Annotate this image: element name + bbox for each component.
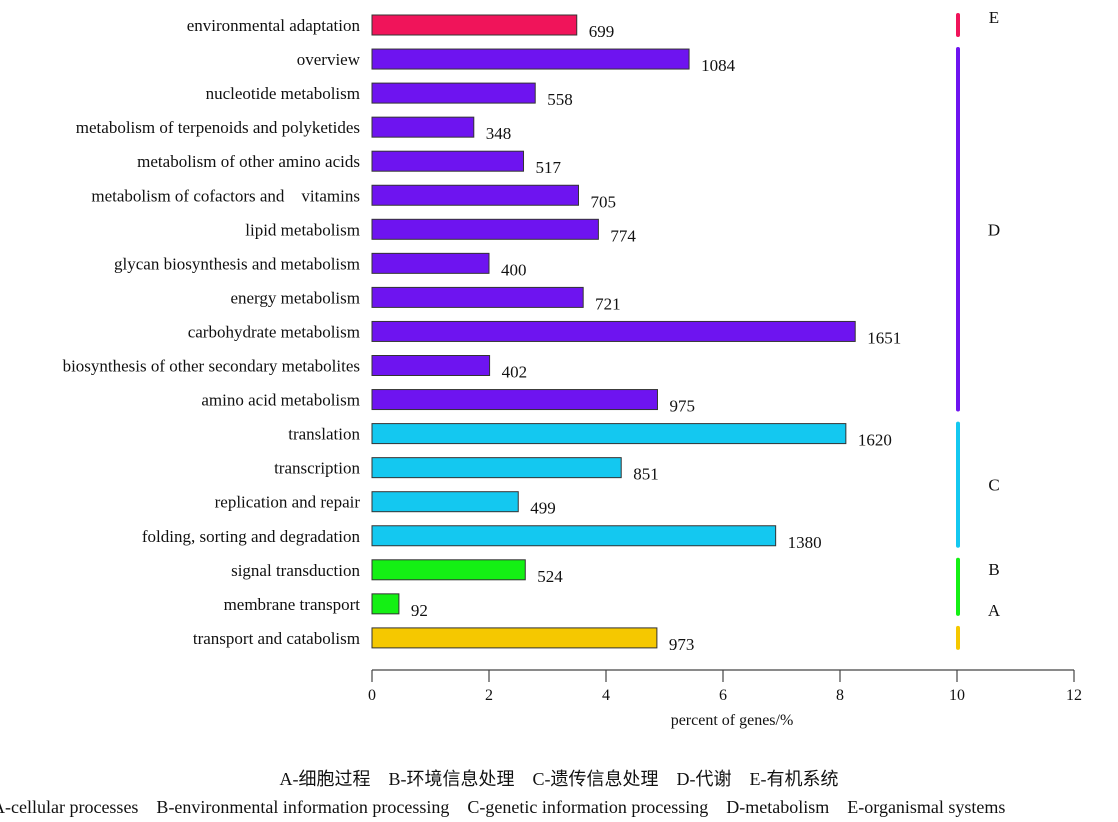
category-label: metabolism of cofactors and vitamins (91, 186, 360, 205)
group-letter: E (989, 8, 999, 27)
value-label: 975 (669, 397, 695, 416)
value-label: 721 (595, 294, 621, 313)
value-label: 558 (547, 90, 573, 109)
group-brackets: E D C B A (956, 8, 1001, 650)
value-label: 973 (669, 635, 695, 654)
value-label: 517 (536, 158, 562, 177)
value-label: 1084 (701, 56, 736, 75)
category-label: transcription (274, 459, 360, 478)
value-labels: 699 1084 558 348 517 705 774 400 721 1651 402 975 16… (411, 22, 901, 654)
category-label: biosynthesis of other secondary metaboli… (63, 357, 360, 376)
category-label: nucleotide metabolism (206, 84, 360, 103)
value-label: 92 (411, 601, 428, 620)
value-label: 1651 (867, 328, 901, 347)
group-letter: B (988, 560, 999, 579)
bar (371, 525, 777, 547)
category-label: amino acid metabolism (201, 391, 360, 410)
x-axis: 0 2 4 6 8 10 12 (368, 669, 1082, 704)
category-label: metabolism of other amino acids (137, 152, 360, 171)
value-label: 499 (530, 499, 556, 518)
bar (371, 355, 491, 376)
x-tick-label: 6 (719, 687, 727, 704)
x-tick-label: 4 (602, 687, 610, 704)
x-tick-label: 2 (485, 687, 493, 704)
category-labels: environmental adaptation overview nucleoti… (63, 16, 361, 648)
bar (371, 82, 536, 104)
category-label: signal transduction (231, 561, 360, 580)
value-label: 705 (591, 192, 617, 211)
bar (371, 423, 847, 445)
category-label: carbohydrate metabolism (188, 322, 360, 341)
value-label: 402 (502, 363, 527, 382)
category-label: lipid metabolism (245, 220, 360, 239)
bar (371, 627, 658, 649)
x-axis-title: percent of genes/% (671, 712, 794, 729)
bar (371, 320, 856, 342)
x-tick-label: 12 (1066, 687, 1082, 704)
value-label: 1380 (788, 533, 822, 552)
value-label: 1620 (858, 431, 892, 450)
group-letter: A (988, 601, 1001, 620)
bar (371, 184, 580, 206)
legend-chinese: A-细胞过程 B-环境信息处理 C-遗传信息处理 D-代谢 E-有机系统 (279, 769, 839, 789)
bar (371, 491, 519, 513)
group-letter: C (988, 476, 999, 495)
category-label: translation (288, 425, 360, 444)
bar (371, 116, 475, 138)
bar (371, 150, 525, 172)
x-tick-label: 10 (949, 687, 965, 704)
value-label: 851 (633, 465, 659, 484)
value-label: 348 (486, 124, 512, 143)
bar (371, 252, 490, 274)
value-label: 400 (501, 260, 527, 279)
group-letter: D (988, 220, 1000, 239)
bar (371, 14, 578, 36)
bar (371, 218, 599, 240)
x-tick-label: 0 (368, 687, 376, 704)
value-label: 774 (610, 226, 636, 245)
category-label: metabolism of terpenoids and polyketides (76, 118, 360, 137)
bar (371, 48, 690, 70)
category-label: transport and catabolism (193, 629, 360, 648)
value-label: 524 (537, 567, 563, 586)
category-label: membrane transport (224, 595, 361, 614)
bar (371, 559, 526, 581)
legend-english: A-cellular processes B-environmental inf… (0, 797, 1006, 817)
value-label: 699 (589, 22, 615, 41)
category-label: overview (297, 50, 361, 69)
category-label: replication and repair (215, 493, 361, 512)
x-tick-label: 8 (836, 687, 844, 704)
category-label: environmental adaptation (187, 16, 361, 35)
category-label: glycan biosynthesis and metabolism (114, 254, 360, 273)
bar (371, 286, 584, 308)
bar (371, 593, 400, 615)
category-label: energy metabolism (230, 288, 360, 307)
category-label: folding, sorting and degradation (142, 527, 361, 546)
bar (371, 457, 622, 479)
bars-layer (371, 14, 856, 649)
bar (371, 389, 658, 411)
